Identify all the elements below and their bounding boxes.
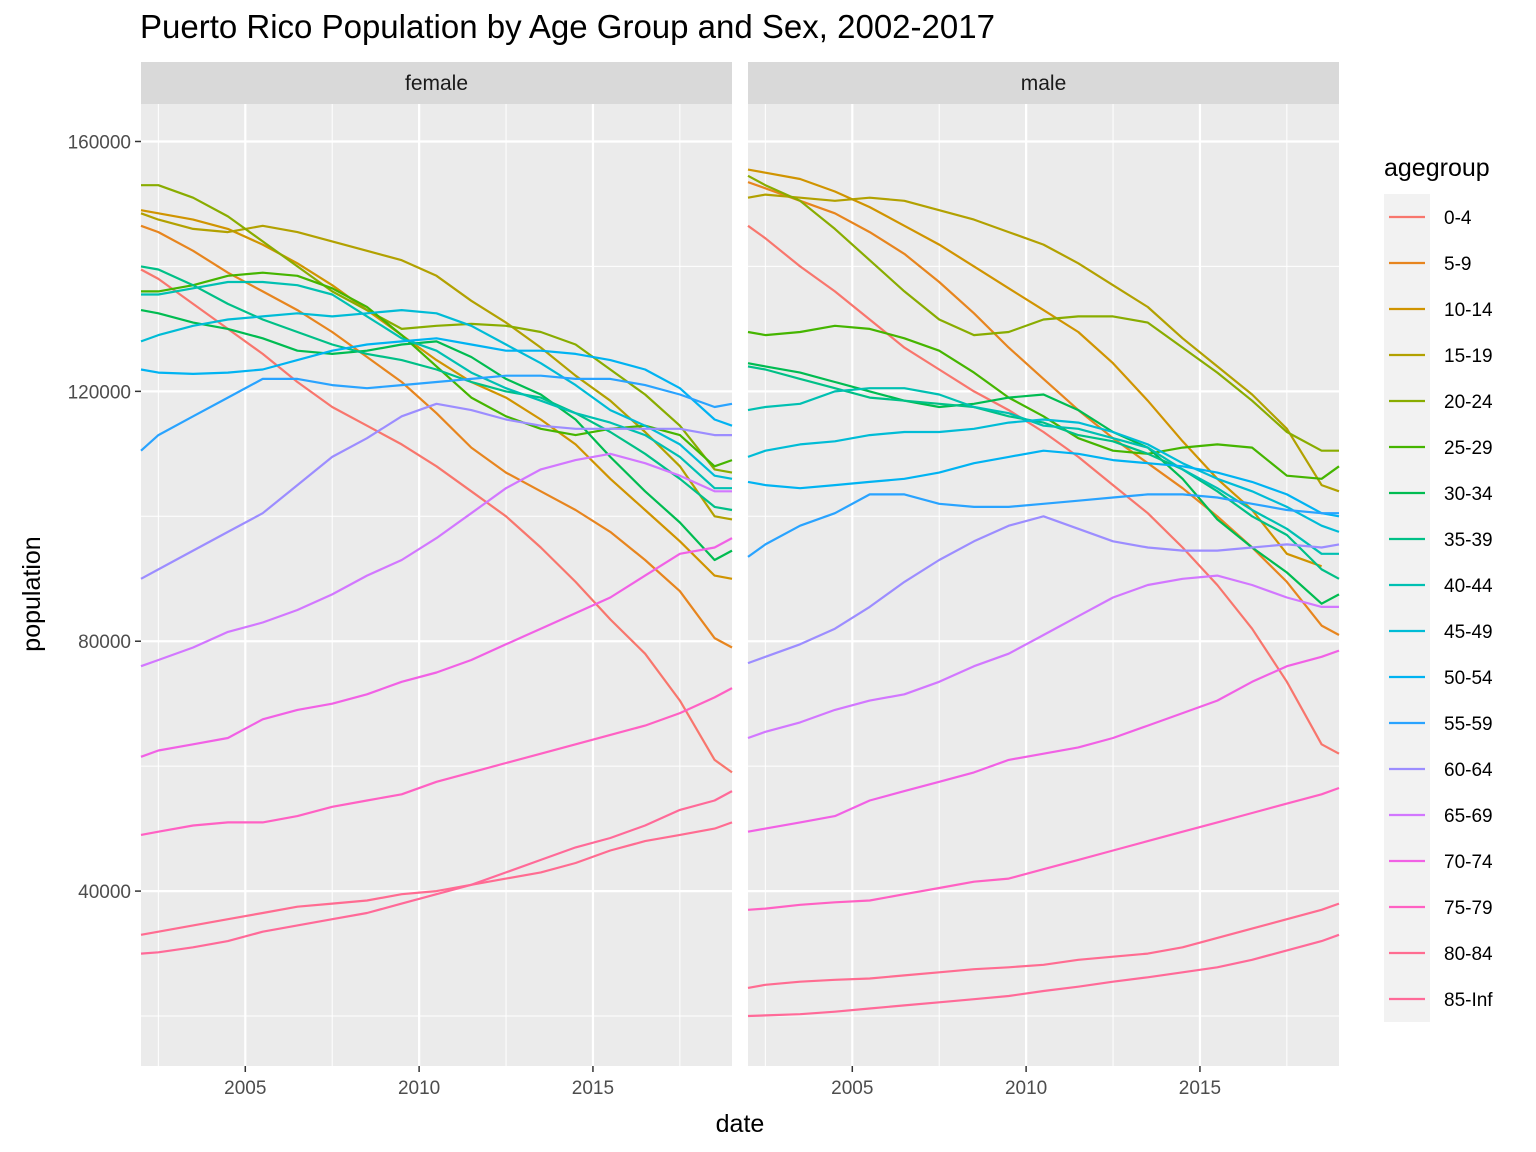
legend-label-15-19: 15-19 <box>1444 346 1493 367</box>
series-line-15-19 <box>747 193 1340 493</box>
series-line-85-Inf <box>747 933 1340 1018</box>
strip-background <box>748 62 1339 104</box>
legend-label-65-69: 65-69 <box>1444 806 1493 827</box>
y-axis: 40000 80000 120000 160000 <box>68 132 141 903</box>
series-line-70-74 <box>747 649 1340 833</box>
series-line-60-64 <box>140 402 732 580</box>
series-line-5-9 <box>140 224 733 649</box>
facet-panel-male: male 2005 2010 2015 <box>747 62 1340 1099</box>
y-tick-label: 160000 <box>68 132 131 153</box>
series-line-45-49 <box>140 309 733 480</box>
series-line-20-24 <box>141 184 733 474</box>
legend-label-25-29: 25-29 <box>1444 438 1493 459</box>
y-tick-label: 80000 <box>78 632 131 653</box>
x-tick-label: 2010 <box>1005 1078 1047 1099</box>
x-tick-label: 2015 <box>1179 1078 1221 1099</box>
x-tick-label: 2005 <box>831 1078 873 1099</box>
legend-label-55-59: 55-59 <box>1444 714 1493 735</box>
legend-label-45-49: 45-49 <box>1444 622 1493 643</box>
strip-label: male <box>1021 72 1067 95</box>
facet-panels: female 2005 2010 2015 male 2005 2010 2015 40000 8… <box>68 62 1340 1099</box>
y-tick-label: 40000 <box>78 882 131 903</box>
series-line-10-14 <box>747 168 1322 568</box>
legend-label-85-Inf: 85-Inf <box>1444 990 1493 1011</box>
series-line-35-39 <box>140 265 733 512</box>
series-line-30-34 <box>140 309 733 562</box>
legend-key-background <box>1384 194 1430 1022</box>
series-line-65-69 <box>140 452 732 668</box>
legend-label-40-44: 40-44 <box>1444 576 1493 597</box>
series-line-65-69 <box>747 574 1339 740</box>
series-line-50-54 <box>747 449 1340 518</box>
y-axis-title: population <box>18 536 46 651</box>
legend-label-20-24: 20-24 <box>1444 392 1493 413</box>
x-tick-label: 2015 <box>572 1078 614 1099</box>
legend-label-0-4: 0-4 <box>1444 208 1472 229</box>
series-line-40-44 <box>747 387 1339 555</box>
legend-label-70-74: 70-74 <box>1444 852 1493 873</box>
series-line-60-64 <box>747 515 1340 665</box>
chart-title: Puerto Rico Population by Age Group and … <box>140 8 995 45</box>
series-line-75-79 <box>747 786 1340 911</box>
x-tick-label: 2010 <box>398 1078 440 1099</box>
series-line-20-24 <box>747 174 1339 452</box>
series-line-55-59 <box>747 493 1339 558</box>
series-line-0-4 <box>747 224 1340 755</box>
panel-background <box>141 104 732 1066</box>
series-line-35-39 <box>747 365 1340 580</box>
legend-label-5-9: 5-9 <box>1444 254 1471 275</box>
legend-label-35-39: 35-39 <box>1444 530 1493 551</box>
legend-label-10-14: 10-14 <box>1444 300 1493 321</box>
y-tick-label: 120000 <box>68 382 131 403</box>
legend-label-80-84: 80-84 <box>1444 944 1493 965</box>
series-line-45-49 <box>747 418 1340 533</box>
series-line-10-14 <box>140 209 733 580</box>
x-tick-label: 2005 <box>224 1078 266 1099</box>
series-line-80-84 <box>747 902 1340 989</box>
legend-label-75-79: 75-79 <box>1444 898 1493 919</box>
legend: agegroup 0-4 5-9 10-14 15-19 20-24 25-29 30-34… <box>1384 154 1493 1022</box>
x-axis-title: date <box>716 1110 765 1138</box>
legend-label-30-34: 30-34 <box>1444 484 1493 505</box>
series-line-85-Inf <box>140 790 733 955</box>
legend-label-60-64: 60-64 <box>1444 760 1493 781</box>
strip-background <box>141 62 732 104</box>
series-line-40-44 <box>141 280 732 490</box>
series-line-55-59 <box>140 374 733 452</box>
series-line-80-84 <box>140 821 733 936</box>
facet-panel-female: female 2005 2010 2015 <box>140 62 733 1099</box>
panel-background <box>748 104 1339 1066</box>
series-line-25-29 <box>747 324 1340 480</box>
legend-title: agegroup <box>1384 154 1490 182</box>
series-line-50-54 <box>140 337 733 427</box>
strip-label: female <box>405 72 468 95</box>
series-line-15-19 <box>140 212 733 521</box>
series-line-75-79 <box>140 687 733 836</box>
legend-label-50-54: 50-54 <box>1444 668 1493 689</box>
series-line-70-74 <box>140 537 733 758</box>
